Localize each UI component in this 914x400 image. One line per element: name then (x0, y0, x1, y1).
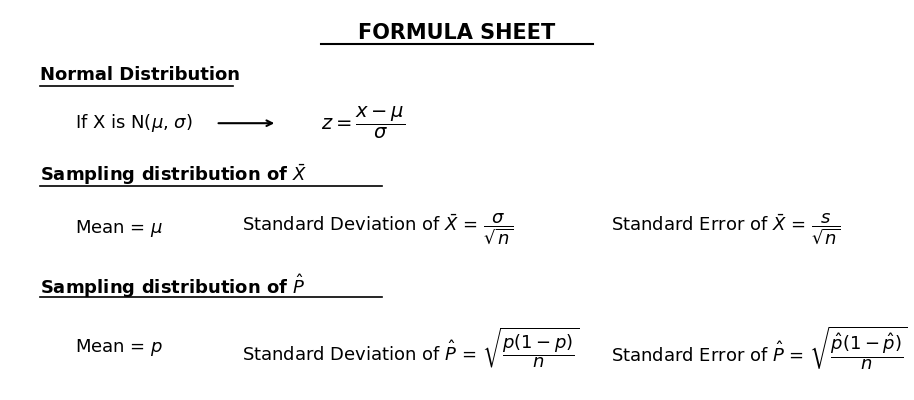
Text: Mean = $p$: Mean = $p$ (75, 337, 164, 358)
Text: Standard Deviation of $\hat{P}$ = $\sqrt{\dfrac{p(1-p)}{n}}$: Standard Deviation of $\hat{P}$ = $\sqrt… (242, 326, 579, 370)
Text: If X is N($\mu$, $\sigma$): If X is N($\mu$, $\sigma$) (75, 112, 193, 134)
Text: Standard Error of $\hat{P}$ = $\sqrt{\dfrac{\hat{p}(1-\hat{p})}{n}}$: Standard Error of $\hat{P}$ = $\sqrt{\df… (611, 324, 908, 372)
Text: FORMULA SHEET: FORMULA SHEET (358, 23, 556, 43)
Text: Normal Distribution: Normal Distribution (40, 66, 240, 84)
Text: Standard Deviation of $\bar{X}$ = $\dfrac{\sigma}{\sqrt{n}}$: Standard Deviation of $\bar{X}$ = $\dfra… (242, 211, 513, 246)
Text: Sampling distribution of $\hat{P}$: Sampling distribution of $\hat{P}$ (40, 272, 306, 300)
Text: $z = \dfrac{x-\mu}{\sigma}$: $z = \dfrac{x-\mu}{\sigma}$ (321, 105, 405, 141)
Text: Mean = $\mu$: Mean = $\mu$ (75, 218, 164, 239)
Text: Sampling distribution of $\bar{X}$: Sampling distribution of $\bar{X}$ (40, 163, 308, 187)
Text: Standard Error of $\bar{X}$ = $\dfrac{s}{\sqrt{n}}$: Standard Error of $\bar{X}$ = $\dfrac{s}… (611, 211, 840, 246)
